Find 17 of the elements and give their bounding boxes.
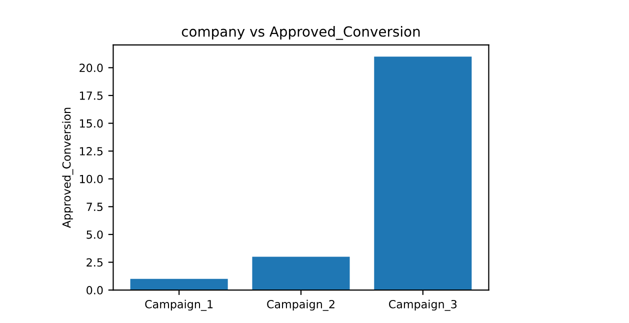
y-tick-label: 7.5 <box>86 202 103 212</box>
chart-title: company vs Approved_Conversion <box>182 26 420 40</box>
y-tick-label: 10.0 <box>80 174 103 184</box>
x-tick-label: Campaign_1 <box>145 300 213 311</box>
y-tick-label: 0.0 <box>86 286 103 294</box>
x-tick-label: Campaign_2 <box>267 300 334 311</box>
y-tick-label: 12.5 <box>80 147 103 156</box>
bar <box>130 278 228 290</box>
y-tick-label: 5.0 <box>86 230 103 239</box>
bar <box>374 56 472 290</box>
y-tick-label: 15.0 <box>80 119 103 128</box>
y-axis-title: Approved_Conversion <box>62 108 74 228</box>
y-tick-label: 20.0 <box>80 64 103 72</box>
bar <box>252 256 350 290</box>
x-tick-label: Campaign_3 <box>388 300 457 311</box>
y-tick-label: 2.5 <box>86 258 103 267</box>
y-tick-label: 17.5 <box>80 92 103 100</box>
